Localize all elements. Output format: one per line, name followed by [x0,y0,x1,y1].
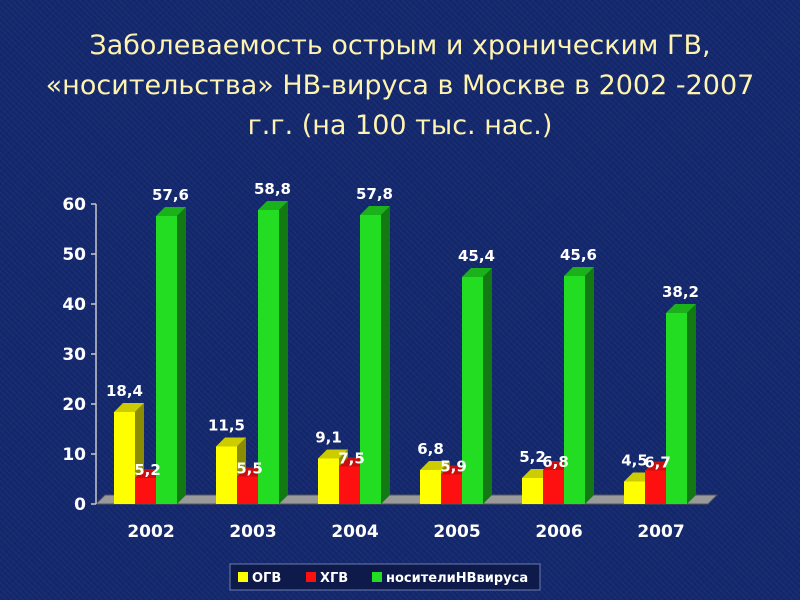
data-label: 57,8 [356,185,393,203]
data-label: 6,8 [542,453,569,471]
data-label: 5,2 [519,448,546,466]
x-category-label: 2007 [637,522,684,542]
data-label: 4,5 [621,452,648,470]
legend-swatch [238,572,248,582]
y-tick-label: 10 [62,445,86,465]
legend-label: ХГВ [320,571,348,586]
data-label: 9,1 [315,429,342,447]
data-label: 6,7 [644,454,671,472]
legend: ОГВ ХГВ носителиНВвируса [229,563,541,591]
bar-side [381,206,390,504]
legend-label: носителиНВвируса [386,571,528,586]
bar-top [420,461,450,470]
bar-front [339,466,360,504]
bar-top [216,437,246,447]
data-label: 5,5 [236,460,263,478]
bar-side [585,267,594,504]
y-tick-label: 60 [62,195,86,215]
bar-top [114,403,144,412]
data-label: 5,2 [134,461,161,479]
x-category-label: 2004 [331,522,378,542]
y-tick-label: 0 [74,495,86,515]
bar-top [564,267,594,276]
x-category-label: 2005 [433,522,480,542]
data-label: 11,5 [208,417,245,435]
data-label: 6,8 [417,440,444,458]
bar-top [156,207,186,216]
data-label: 5,9 [440,458,467,476]
bar-front [462,277,483,504]
data-label: 18,4 [106,382,143,400]
bar-front [645,470,666,504]
chart-floor-plane [94,494,719,505]
chart-floor [94,494,719,505]
bar-top [318,449,348,459]
bar-side [687,304,696,504]
data-label: 58,8 [254,180,291,198]
bar [462,268,492,504]
bar-top [360,206,390,215]
bar-front [360,215,381,504]
bar-front [156,216,177,504]
bar-front [522,478,543,504]
bar-top [666,304,696,313]
data-labels: 18,45,257,611,55,558,89,17,557,86,85,945… [106,180,699,479]
bar-front [666,313,687,504]
bar-side [177,207,186,504]
bar [564,267,594,504]
data-label: 45,4 [458,247,495,265]
data-label: 7,5 [338,450,365,468]
bar-top [462,268,492,277]
y-tick-label: 50 [62,245,86,265]
data-label: 45,6 [560,246,597,264]
legend-swatch [372,572,382,582]
bar-front [135,478,156,504]
bar-front [624,481,645,504]
x-category-label: 2006 [535,522,582,542]
bar-front [114,412,135,504]
bar-side [483,268,492,504]
bar-front [237,476,258,504]
bar [156,207,186,504]
bars [114,201,696,504]
bar-front [258,210,279,504]
bar-front [441,474,462,504]
page-title: Заболеваемость острым и хроническим ГВ, … [45,30,755,141]
legend-label: ОГВ [252,571,281,586]
y-axis: 0 10 20 30 40 50 60 2002 2003 2004 2005 2006 2007 [62,195,684,542]
legend-swatch [306,572,316,582]
y-tick-label: 40 [62,295,86,315]
bar-side [279,201,288,504]
bar-front [318,458,339,504]
x-category-label: 2003 [229,522,276,542]
bar [258,201,288,504]
bar-front [216,446,237,504]
bar-top [258,201,288,210]
bar [360,206,390,504]
data-label: 57,6 [152,186,189,204]
bar [666,304,696,504]
x-category-label: 2002 [127,522,174,542]
bar-front [420,470,441,504]
bar-front [564,276,585,504]
data-label: 38,2 [662,283,699,301]
legend-box [229,563,541,591]
bar-front [543,470,564,504]
y-tick-label: 30 [62,345,86,365]
y-tick-label: 20 [62,395,86,415]
